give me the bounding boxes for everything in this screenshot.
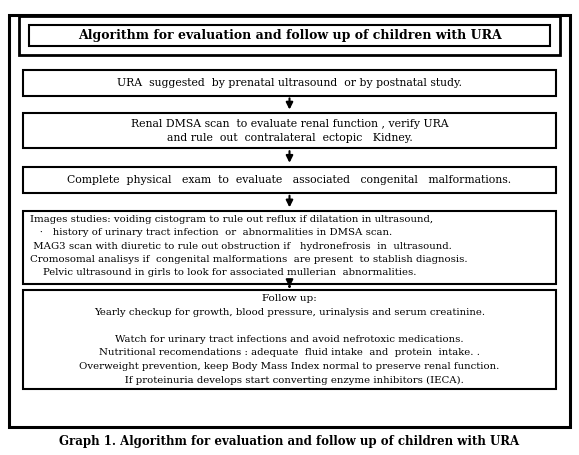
Text: MAG3 scan with diuretic to rule out obstruction if   hydronefrosis  in  ultrasou: MAG3 scan with diuretic to rule out obst… <box>30 242 452 251</box>
Text: Yearly checkup for growth, blood pressure, urinalysis and serum creatinine.: Yearly checkup for growth, blood pressur… <box>94 308 485 317</box>
Text: Cromosomal analisys if  congenital malformations  are present  to stablish diagn: Cromosomal analisys if congenital malfor… <box>30 255 468 264</box>
Text: Images studies: voiding cistogram to rule out reflux if dilatation in ultrasound: Images studies: voiding cistogram to rul… <box>30 215 433 224</box>
Text: Algorithm for evaluation and follow up of children with URA: Algorithm for evaluation and follow up o… <box>78 29 501 42</box>
Text: Complete  physical   exam  to  evaluate   associated   congenital   malformation: Complete physical exam to evaluate assoc… <box>67 175 512 185</box>
Text: ·   history of urinary tract infection  or  abnormalities in DMSA scan.: · history of urinary tract infection or … <box>30 228 393 238</box>
Text: Overweight prevention, keep Body Mass Index normal to preserve renal function.: Overweight prevention, keep Body Mass In… <box>79 362 500 371</box>
Text: Watch for urinary tract infections and avoid nefrotoxic medications.: Watch for urinary tract infections and a… <box>115 335 464 344</box>
Text: Graph 1. Algorithm for evaluation and follow up of children with URA: Graph 1. Algorithm for evaluation and fo… <box>60 435 519 448</box>
Text: Nutritional recomendations : adequate  fluid intake  and  protein  intake. .: Nutritional recomendations : adequate fl… <box>99 348 480 357</box>
Text: Follow up:: Follow up: <box>262 294 317 303</box>
Text: If proteinuria develops start converting enzyme inhibitors (IECA).: If proteinuria develops start converting… <box>115 375 464 384</box>
Text: Renal DMSA scan  to evaluate renal function , verify URA
and rule  out  contrala: Renal DMSA scan to evaluate renal functi… <box>131 119 448 142</box>
Text: URA  suggested  by prenatal ultrasound  or by postnatal study.: URA suggested by prenatal ultrasound or … <box>117 78 462 88</box>
Text: Pelvic ultrasound in girls to look for associated mullerian  abnormalities.: Pelvic ultrasound in girls to look for a… <box>30 268 417 277</box>
